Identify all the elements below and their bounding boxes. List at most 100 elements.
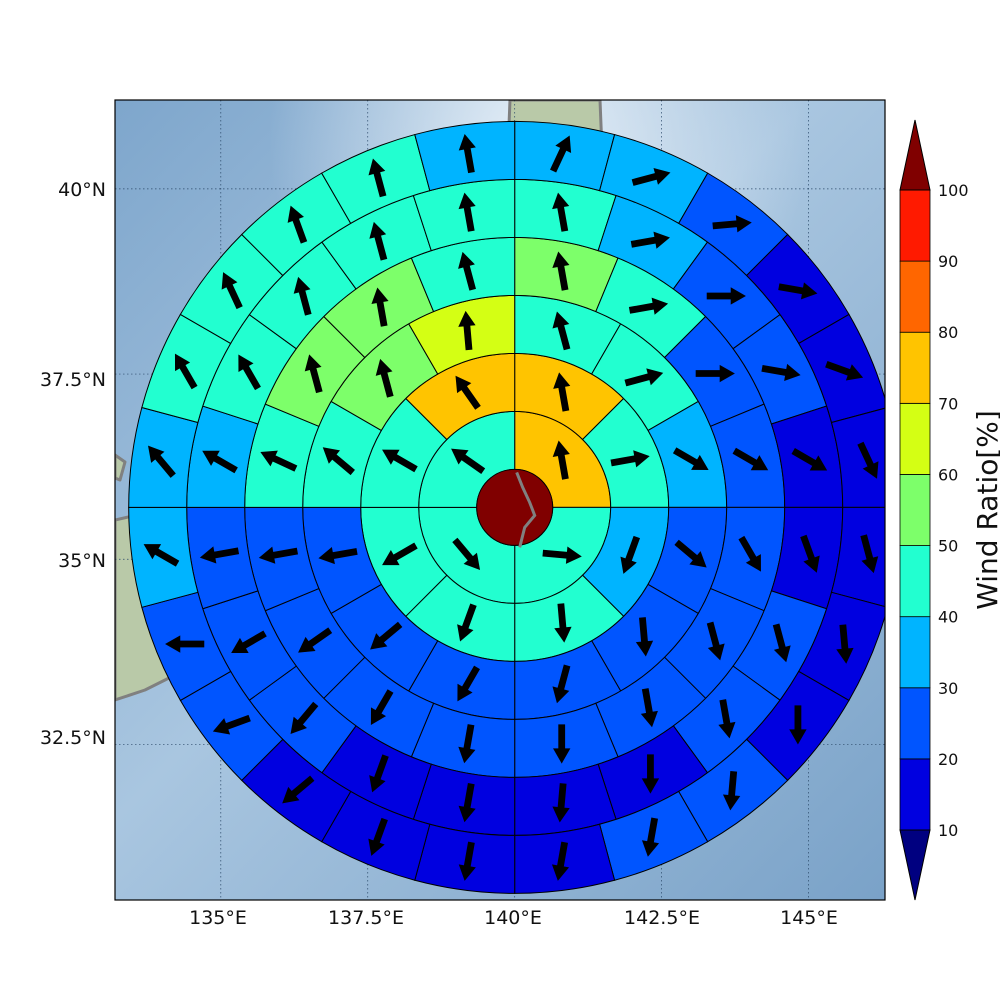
- wind-arrow: [706, 621, 725, 661]
- wind-arrow: [628, 297, 669, 315]
- wind-arrow: [640, 688, 658, 728]
- polar-cell: [128, 406, 199, 508]
- colorbar-segment: [899, 331, 931, 404]
- colorbar-segment: [899, 687, 931, 760]
- map-frame: [114, 99, 886, 901]
- lon-label-140: 140°E: [484, 907, 542, 929]
- wind-arrow: [857, 441, 879, 479]
- wind-arrow: [706, 287, 746, 305]
- colorbar-tick-label: 10: [938, 821, 958, 840]
- wind-arrow: [552, 664, 571, 704]
- wind-arrow: [552, 251, 570, 291]
- wind-arrow: [238, 354, 261, 391]
- colorbar: 10 20 30 40 50 60 70 80 90 100 Wind Ratio[%]: [899, 119, 1000, 901]
- wind-arrow: [375, 358, 394, 398]
- wind-arrow: [368, 817, 388, 856]
- wind-arrow: [287, 205, 308, 244]
- wind-arrow: [199, 546, 240, 564]
- colorbar-segment: [899, 616, 931, 689]
- wind-arrow: [451, 448, 486, 474]
- wind-arrow: [368, 158, 387, 198]
- wind-arrow: [695, 364, 735, 383]
- colorbar-title: Wind Ratio[%]: [971, 410, 1000, 610]
- wind-arrow: [382, 449, 418, 473]
- wind-arrow: [552, 192, 570, 232]
- wind-arrow: [202, 450, 238, 474]
- wind-arrow: [542, 546, 582, 564]
- wind-arrow: [722, 771, 741, 811]
- wind-arrow: [860, 534, 879, 574]
- wind-arrow: [369, 221, 388, 261]
- wind-arrow: [712, 215, 752, 233]
- wind-arrow: [212, 714, 251, 735]
- wind-arrow: [458, 783, 476, 823]
- wind-ratio-polar-grid: [128, 120, 885, 894]
- wind-arrow: [293, 276, 312, 316]
- colorbar-tick-label: 20: [938, 750, 958, 769]
- wind-arrow: [452, 537, 481, 570]
- wind-arrow: [778, 282, 818, 300]
- wind-arrow: [718, 699, 736, 739]
- wind-arrow: [553, 724, 571, 764]
- wind-arrow: [552, 440, 570, 480]
- wind-arrow: [231, 630, 267, 654]
- lon-label-137-5: 137.5°E: [328, 907, 404, 929]
- wind-arrow: [772, 623, 791, 663]
- colorbar-tick-label: 80: [938, 323, 958, 342]
- wind-arrow: [610, 450, 650, 468]
- wind-arrow: [630, 231, 670, 249]
- wind-arrow: [620, 535, 641, 574]
- wind-arrow: [624, 368, 664, 387]
- wind-arrow: [458, 133, 476, 174]
- wind-arrow: [789, 705, 807, 745]
- wind-arrow: [825, 360, 864, 381]
- lat-label-37-5: 37.5°N: [40, 369, 106, 391]
- wind-arrow: [290, 701, 319, 735]
- colorbar-tick-label: 40: [938, 608, 958, 627]
- lon-label-145: 145°E: [780, 907, 838, 929]
- wind-arrow: [304, 354, 323, 394]
- colorbar-segment: [899, 474, 931, 546]
- lat-label-40: 40°N: [58, 179, 106, 201]
- colorbar-tick-label: 90: [938, 252, 958, 271]
- wind-arrow: [258, 546, 299, 564]
- wind-direction-arrows: [143, 133, 879, 881]
- wind-arrow: [732, 447, 769, 471]
- polar-cell: [414, 120, 516, 192]
- wind-arrow: [761, 363, 801, 382]
- center-coastline: [515, 471, 537, 548]
- wind-arrow: [382, 542, 418, 566]
- wind-arrow: [165, 635, 205, 653]
- wind-arrow: [458, 724, 476, 764]
- colorbar-segments: [899, 189, 931, 831]
- wind-arrow: [148, 445, 176, 478]
- lat-label-32-5: 32.5°N: [40, 727, 106, 749]
- wind-arrow: [458, 310, 476, 351]
- wind-arrow: [143, 544, 180, 567]
- colorbar-tick-label: 60: [938, 465, 958, 484]
- colorbar-tick-label: 30: [938, 679, 958, 698]
- wind-arrow: [672, 447, 709, 470]
- wind-arrow: [641, 817, 660, 857]
- wind-arrow: [550, 135, 572, 173]
- wind-arrow: [370, 689, 394, 725]
- wind-arrow: [457, 603, 477, 642]
- wind-arrow: [370, 621, 403, 650]
- polar-cell: [830, 407, 885, 508]
- wind-arrow: [836, 624, 854, 664]
- wind-arrow: [260, 450, 298, 472]
- wind-arrow: [458, 192, 476, 232]
- lon-label-135: 135°E: [189, 907, 247, 929]
- wind-arrow: [635, 617, 654, 657]
- wind-arrow: [738, 535, 761, 572]
- colorbar-segment: [899, 189, 931, 262]
- colorbar-segment: [899, 260, 931, 333]
- colorbar-segment: [899, 758, 931, 831]
- wind-arrow: [552, 311, 571, 351]
- polar-cell: [514, 120, 616, 192]
- wind-arrow: [322, 447, 355, 476]
- polar-cell: [830, 506, 885, 608]
- center-cell: [476, 468, 554, 546]
- wind-arrow: [458, 251, 476, 291]
